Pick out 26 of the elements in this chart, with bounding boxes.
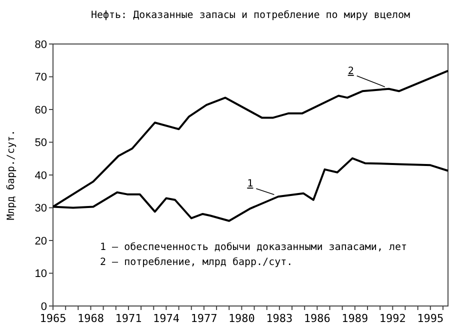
x-tick-label: 1974 bbox=[152, 312, 180, 325]
y-tick-label: 0 bbox=[40, 300, 47, 313]
x-tick-label: 1977 bbox=[190, 312, 218, 325]
y-axis-title: Млрд барр./сут. bbox=[6, 130, 17, 220]
x-tick-label: 1983 bbox=[266, 312, 293, 325]
y-tick-label: 40 bbox=[34, 170, 47, 182]
x-tick-label: 1986 bbox=[304, 312, 330, 325]
x-tick-label: 1992 bbox=[379, 312, 406, 325]
y-tick-label: 70 bbox=[34, 72, 47, 84]
y-tick-label: 50 bbox=[34, 137, 47, 150]
x-tick-label: 1980 bbox=[228, 312, 255, 325]
annotation: 2 – потребление, млрд барр./сут. bbox=[100, 257, 293, 268]
series-label: 2 bbox=[348, 66, 354, 77]
chart-title: Нефть: Доказанные запасы и потребление по миру вцелом bbox=[90, 10, 410, 21]
x-tick-label: 1989 bbox=[342, 312, 368, 325]
y-tick-label: 80 bbox=[34, 38, 47, 51]
annotation: 1 – обеспеченность добычи доказанными запасами, лет bbox=[100, 242, 408, 253]
x-tick-label: 1965 bbox=[40, 312, 66, 325]
x-tick-label: 1968 bbox=[77, 312, 104, 325]
x-tick-label: 1995 bbox=[417, 312, 444, 325]
y-tick-label: 30 bbox=[34, 202, 47, 215]
y-tick-label: 10 bbox=[34, 268, 47, 280]
series-label: 1 bbox=[247, 178, 254, 190]
x-tick-label: 1971 bbox=[115, 312, 142, 325]
y-tick-label: 60 bbox=[34, 104, 47, 116]
y-tick-label: 20 bbox=[34, 235, 47, 248]
